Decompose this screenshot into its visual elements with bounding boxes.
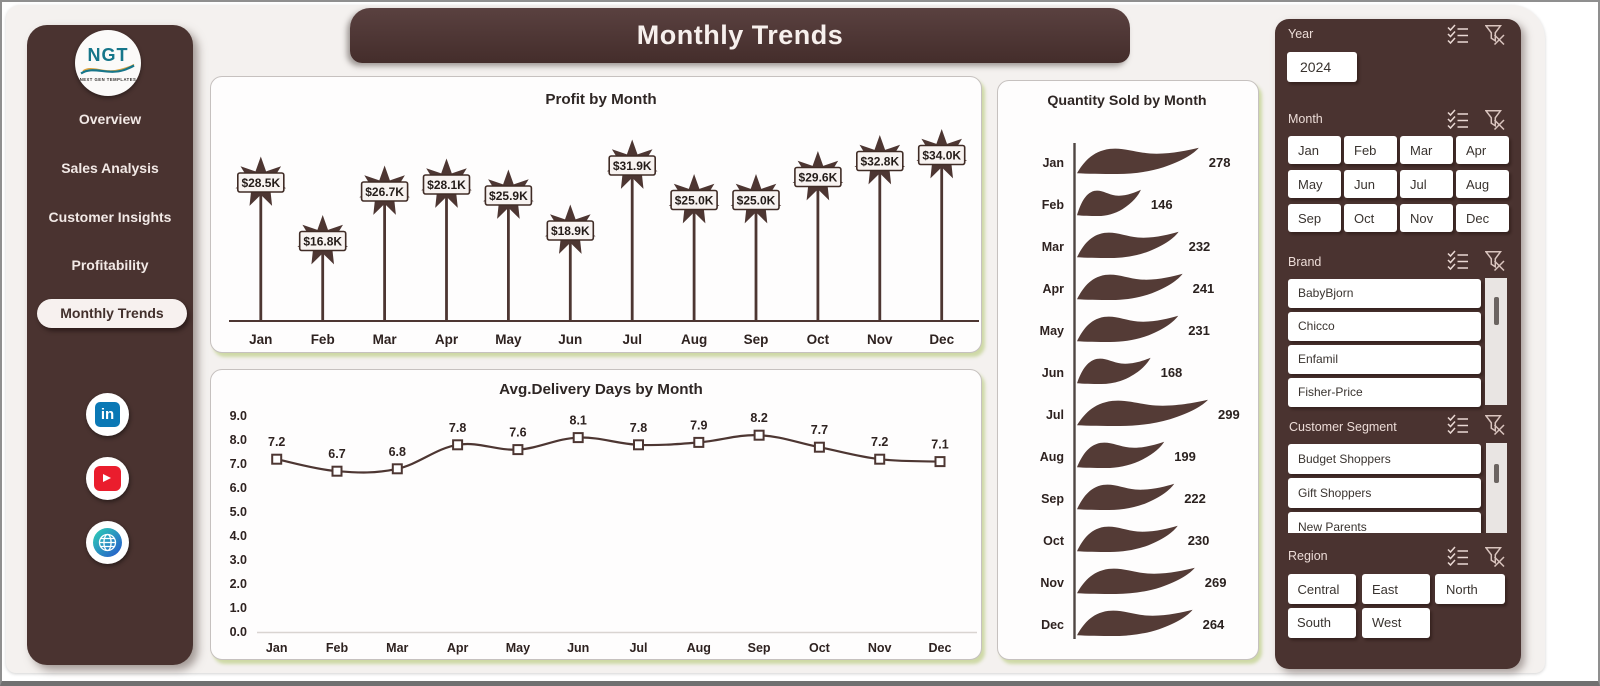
svg-text:3.0: 3.0 xyxy=(230,553,247,567)
svg-text:$34.0K: $34.0K xyxy=(922,149,961,163)
svg-text:Mar: Mar xyxy=(373,332,398,347)
svg-text:7.9: 7.9 xyxy=(690,418,707,432)
svg-text:1.0: 1.0 xyxy=(230,601,247,615)
svg-text:299: 299 xyxy=(1218,407,1240,422)
svg-text:Jul: Jul xyxy=(1046,408,1064,422)
svg-text:Oct: Oct xyxy=(807,332,830,347)
svg-text:6.7: 6.7 xyxy=(328,447,345,461)
svg-text:$25.9K: $25.9K xyxy=(489,189,528,203)
svg-text:6.8: 6.8 xyxy=(389,445,406,459)
svg-text:168: 168 xyxy=(1161,365,1183,380)
svg-text:$29.6K: $29.6K xyxy=(799,171,838,185)
svg-text:Aug: Aug xyxy=(681,332,707,347)
svg-text:Apr: Apr xyxy=(435,332,459,347)
svg-text:7.1: 7.1 xyxy=(931,438,948,452)
svg-text:7.0: 7.0 xyxy=(230,457,247,471)
svg-text:$28.1K: $28.1K xyxy=(427,178,466,192)
svg-text:Aug: Aug xyxy=(687,641,711,655)
svg-text:Avg.Delivery Days by Month: Avg.Delivery Days by Month xyxy=(499,381,703,398)
svg-text:Jan: Jan xyxy=(266,641,288,655)
svg-text:May: May xyxy=(1040,324,1064,338)
svg-text:Mar: Mar xyxy=(386,641,408,655)
svg-text:6.0: 6.0 xyxy=(230,481,247,495)
svg-text:$32.8K: $32.8K xyxy=(860,155,899,169)
svg-text:Sep: Sep xyxy=(744,332,769,347)
svg-text:Jan: Jan xyxy=(249,332,272,347)
svg-text:Apr: Apr xyxy=(1042,282,1064,296)
svg-text:4.0: 4.0 xyxy=(230,529,247,543)
svg-text:Nov: Nov xyxy=(867,332,893,347)
svg-text:Dec: Dec xyxy=(929,332,954,347)
svg-text:7.8: 7.8 xyxy=(630,421,647,435)
svg-text:7.8: 7.8 xyxy=(449,421,466,435)
svg-text:Oct: Oct xyxy=(809,641,831,655)
svg-text:Mar: Mar xyxy=(1042,240,1064,254)
svg-text:9.0: 9.0 xyxy=(230,409,247,423)
svg-text:May: May xyxy=(495,332,522,347)
svg-text:269: 269 xyxy=(1205,575,1227,590)
svg-text:7.2: 7.2 xyxy=(871,435,888,449)
svg-text:Dec: Dec xyxy=(929,641,952,655)
svg-text:Feb: Feb xyxy=(1042,198,1065,212)
svg-text:8.0: 8.0 xyxy=(230,433,247,447)
svg-text:199: 199 xyxy=(1174,449,1196,464)
svg-text:$28.5K: $28.5K xyxy=(241,176,280,190)
svg-text:278: 278 xyxy=(1209,155,1231,170)
svg-text:5.0: 5.0 xyxy=(230,505,247,519)
svg-text:232: 232 xyxy=(1189,239,1211,254)
svg-text:Dec: Dec xyxy=(1041,618,1064,632)
svg-text:146: 146 xyxy=(1151,197,1173,212)
svg-text:Aug: Aug xyxy=(1040,450,1064,464)
svg-text:8.1: 8.1 xyxy=(570,414,587,428)
svg-text:264: 264 xyxy=(1203,617,1225,632)
svg-text:Quantity Sold by Month: Quantity Sold by Month xyxy=(1047,93,1206,109)
svg-text:7.2: 7.2 xyxy=(268,435,285,449)
svg-text:Jul: Jul xyxy=(629,641,647,655)
svg-text:$26.7K: $26.7K xyxy=(365,185,404,199)
svg-text:222: 222 xyxy=(1184,491,1206,506)
svg-text:0.0: 0.0 xyxy=(230,625,247,639)
svg-text:Jun: Jun xyxy=(567,641,589,655)
svg-text:241: 241 xyxy=(1193,281,1215,296)
svg-text:May: May xyxy=(506,641,530,655)
svg-text:$25.0K: $25.0K xyxy=(737,194,776,208)
svg-text:Jun: Jun xyxy=(558,332,582,347)
svg-text:Jul: Jul xyxy=(622,332,642,347)
svg-text:Jan: Jan xyxy=(1042,156,1064,170)
svg-text:Nov: Nov xyxy=(1040,576,1064,590)
svg-text:231: 231 xyxy=(1188,323,1210,338)
svg-text:230: 230 xyxy=(1188,533,1210,548)
svg-text:2.0: 2.0 xyxy=(230,577,247,591)
svg-text:Profit by Month: Profit by Month xyxy=(545,91,656,108)
svg-text:Oct: Oct xyxy=(1043,534,1065,548)
svg-text:Jun: Jun xyxy=(1042,366,1064,380)
svg-text:Sep: Sep xyxy=(1041,492,1064,506)
svg-text:$16.8K: $16.8K xyxy=(303,235,342,249)
svg-text:Sep: Sep xyxy=(748,641,771,655)
svg-text:7.7: 7.7 xyxy=(811,423,828,437)
svg-text:$18.9K: $18.9K xyxy=(551,224,590,238)
svg-text:$25.0K: $25.0K xyxy=(675,194,714,208)
svg-text:7.6: 7.6 xyxy=(509,426,526,440)
svg-text:8.2: 8.2 xyxy=(750,411,767,425)
svg-text:$31.9K: $31.9K xyxy=(613,159,652,173)
svg-text:Nov: Nov xyxy=(868,641,892,655)
svg-text:Apr: Apr xyxy=(447,641,469,655)
svg-text:Feb: Feb xyxy=(326,641,349,655)
svg-text:Feb: Feb xyxy=(311,332,335,347)
